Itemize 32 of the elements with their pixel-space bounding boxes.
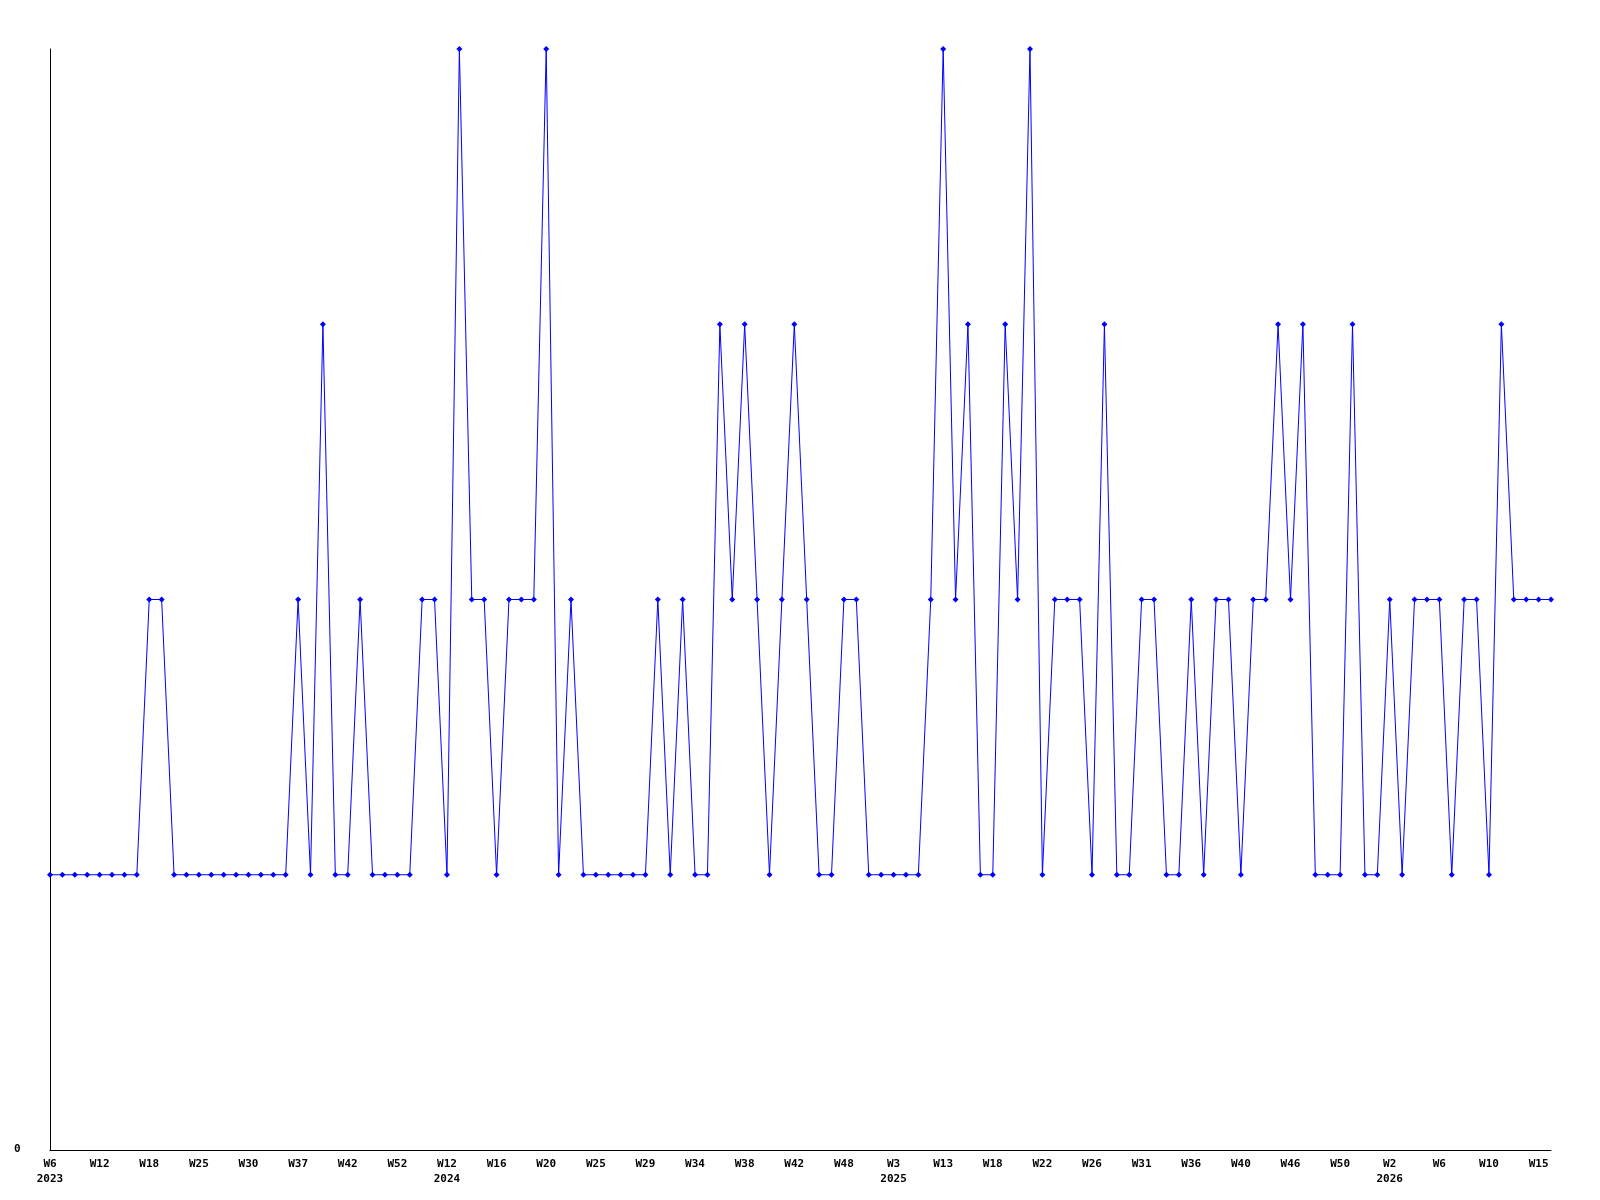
x-tick-label: W6 bbox=[1432, 1157, 1447, 1170]
x-tick-label: W18 bbox=[139, 1157, 160, 1170]
x-tick-label: W40 bbox=[1230, 1157, 1251, 1170]
x-tick-label: W25 bbox=[585, 1157, 606, 1170]
x-tick-label: W38 bbox=[734, 1157, 755, 1170]
x-tick-label: W2 2026 bbox=[1376, 1157, 1404, 1185]
x-tick-label: W36 bbox=[1181, 1157, 1202, 1170]
x-tick-label: W6 2023 bbox=[36, 1157, 64, 1185]
x-tick-label: W48 bbox=[833, 1157, 854, 1170]
x-tick-label: W25 bbox=[188, 1157, 209, 1170]
x-tick-label: W3 2025 bbox=[880, 1157, 907, 1185]
x-tick-label: W46 bbox=[1280, 1157, 1301, 1170]
x-tick-label: W26 bbox=[1082, 1157, 1103, 1170]
x-tick-label: W30 bbox=[238, 1157, 259, 1170]
x-tick-label: W18 bbox=[982, 1157, 1003, 1170]
x-tick-label: W10 bbox=[1479, 1157, 1499, 1170]
x-tick-label: W34 bbox=[685, 1157, 706, 1170]
x-tick-label: W16 bbox=[486, 1157, 507, 1170]
x-tick-label: W31 bbox=[1131, 1157, 1152, 1170]
x-tick-label: W20 bbox=[536, 1157, 557, 1170]
x-tick-label: W22 bbox=[1032, 1157, 1053, 1170]
x-tick-label: W12 2024 bbox=[433, 1157, 461, 1185]
x-tick-label: W15 bbox=[1528, 1157, 1549, 1170]
x-tick-label: W13 bbox=[933, 1157, 954, 1170]
x-tick-label: W29 bbox=[635, 1157, 656, 1170]
x-tick-label: W37 bbox=[288, 1157, 309, 1170]
x-tick-label: W42 bbox=[337, 1157, 358, 1170]
x-tick-label: W12 bbox=[89, 1157, 110, 1170]
x-tick-label: W52 bbox=[387, 1157, 408, 1170]
text: 0 bbox=[14, 1142, 21, 1155]
x-tick-label: W42 bbox=[784, 1157, 805, 1170]
x-tick-label: W50 bbox=[1330, 1157, 1351, 1170]
